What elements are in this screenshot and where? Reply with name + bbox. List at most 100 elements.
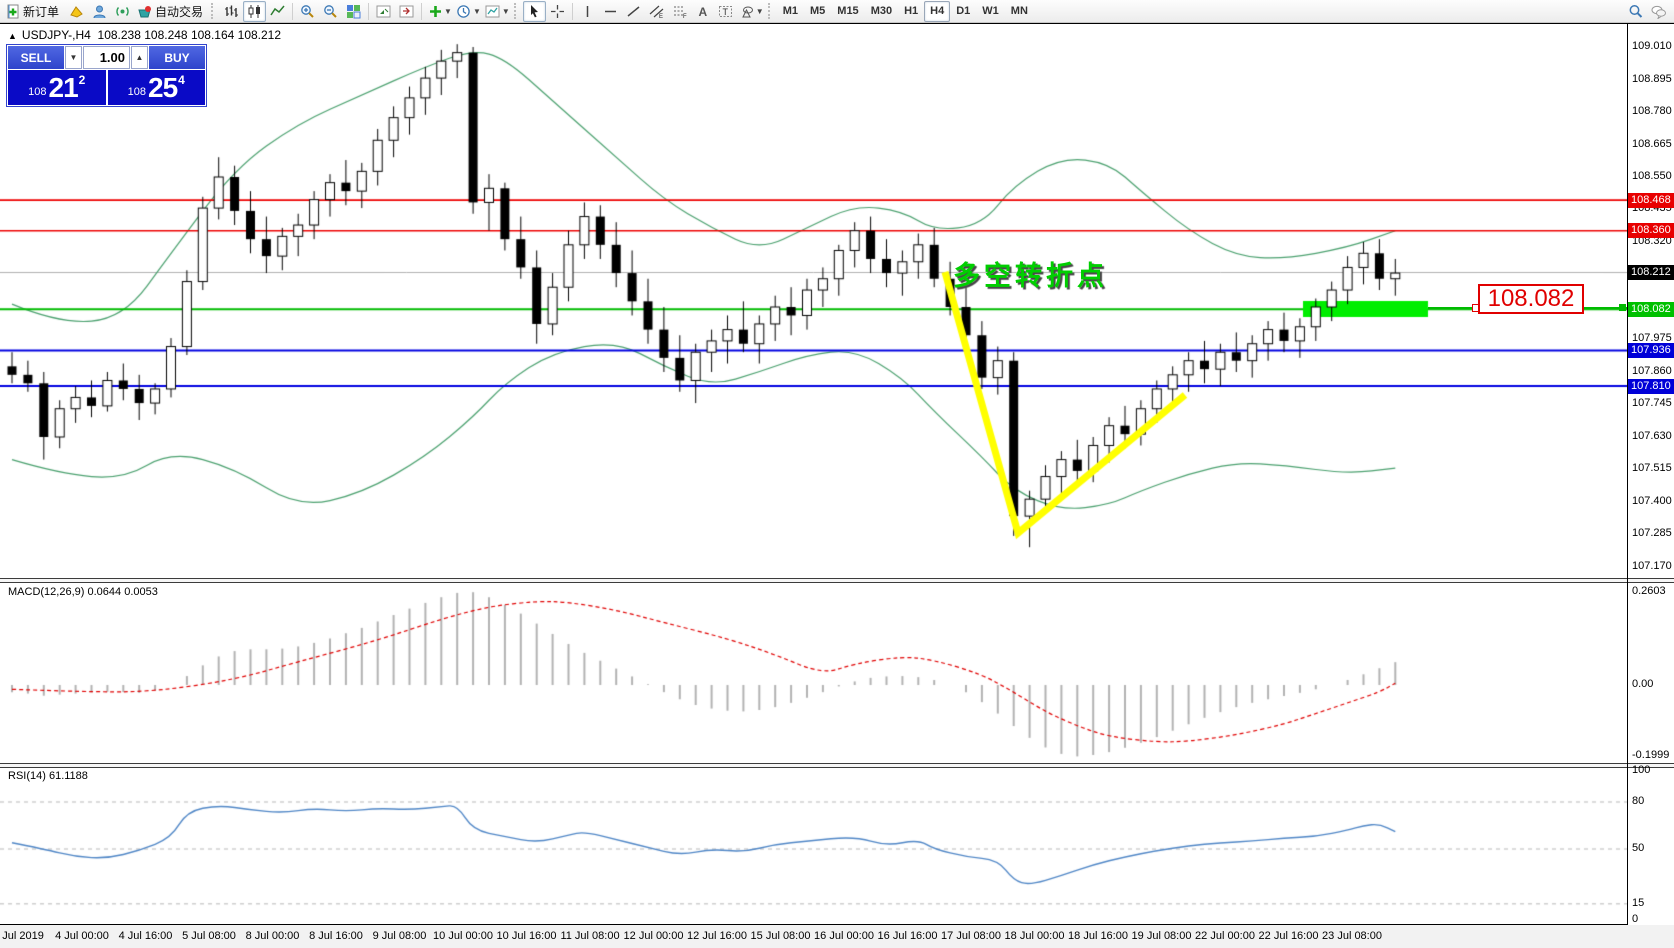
vertical-line-button[interactable] [576,1,599,22]
sell-price-big: 21 [48,71,79,103]
time-tick-label: 18 Jul 16:00 [1068,930,1128,942]
timeframe-h1-button[interactable]: H1 [904,5,919,17]
timeframe-m15-button[interactable]: M15 [837,5,859,17]
pivot-price-callout[interactable]: 108.082 [1478,284,1584,314]
one-click-trading-panel: SELL ▼ 1.00 ▲ BUY 108 21 2 108 25 4 [6,44,207,107]
auto-scroll-icon [376,3,392,19]
templates-button[interactable]: ▼ [483,1,512,22]
main-toolbar: 新订单 自动交易 ▼ ▼ ▼ E F A T ▼ M1 M5 M15 M30 H1 H4 D1 W1 MN [0,0,1674,23]
chat-button[interactable] [1647,1,1670,22]
chart-shift-icon [399,3,415,19]
svg-text:E: E [659,14,663,19]
price-tick-label: 107.515 [1632,462,1672,475]
time-tick-label: 3 Jul 2019 [0,930,44,942]
price-tick-label: 107.975 [1632,332,1672,345]
sell-button[interactable]: SELL [8,46,64,69]
time-tick-label: 4 Jul 00:00 [55,930,109,942]
time-tick-label: 15 Jul 08:00 [750,930,811,942]
sell-price-pip: 2 [78,72,86,87]
pane-splitter-macd[interactable] [0,578,1674,583]
equidistant-channel-button[interactable]: E [645,1,668,22]
time-tick-label: 22 Jul 00:00 [1195,930,1255,942]
macd-signal-value: 0.0053 [124,586,158,598]
timeframe-m5-button[interactable]: M5 [810,5,826,17]
support-level-label: 107.936 [1628,343,1674,359]
timeframe-m1-button[interactable]: M1 [782,5,798,17]
volume-increase-button[interactable]: ▲ [131,46,148,69]
time-tick-label: 10 Jul 00:00 [433,930,493,942]
symbol-period: USDJPY-,H4 [21,28,91,42]
time-axis[interactable]: 3 Jul 2019 4 Jul 00:00 4 Jul 16:00 5 Jul 08… [0,925,1674,948]
profiles-button[interactable] [88,1,111,22]
line-chart-icon [270,3,286,19]
zoom-in-button[interactable] [296,1,319,22]
cursor-icon [526,3,542,19]
price-axis-border [1627,23,1628,925]
turning-point-annotation: 多空转折点 [953,261,1108,291]
price-tick-label: 107.285 [1632,527,1672,540]
timeframe-w1-button[interactable]: W1 [982,5,999,17]
indicators-button[interactable]: ▼ [425,1,454,22]
chart-shift-button[interactable] [395,1,418,22]
time-tick-label: 17 Jul 08:00 [941,930,1001,942]
signals-button[interactable] [111,1,134,22]
auto-scroll-button[interactable] [372,1,395,22]
buy-price-button[interactable]: 108 25 4 [107,70,205,105]
periods-icon [456,3,472,19]
line-chart-button[interactable] [266,1,289,22]
time-tick-label: 4 Jul 16:00 [118,930,173,942]
zoom-in-icon [300,3,316,19]
main-chart-canvas[interactable] [0,24,1627,579]
new-order-button[interactable]: 新订单 [2,1,65,22]
time-tick-label: 19 Jul 08:00 [1131,930,1192,942]
auto-trading-button-label: 自动交易 [155,4,204,19]
bar-chart-button[interactable] [220,1,243,22]
price-tick-label: 109.010 [1632,40,1672,52]
rsi-pane-canvas[interactable] [0,768,1627,924]
fibonacci-button[interactable]: F [668,1,691,22]
trendline-button[interactable] [622,1,645,22]
macd-pane-canvas[interactable] [0,583,1627,763]
tile-windows-icon [346,3,362,19]
collapse-arrow-icon[interactable]: ▲ [8,31,17,41]
history-center-button[interactable] [65,1,88,22]
timeframe-m30-button[interactable]: M30 [870,5,893,17]
zoom-out-button[interactable] [319,1,342,22]
cursor-button[interactable] [522,0,546,22]
new-order-icon [4,3,20,19]
text-button[interactable]: A [691,1,714,22]
toolbar-separator [368,2,370,20]
chart-bottom-border [0,924,1627,925]
buy-button[interactable]: BUY [149,46,205,69]
tile-windows-button[interactable] [342,1,365,22]
rsi-tick-label: 15 [1632,896,1645,909]
shapes-button[interactable]: ▼ [737,1,766,22]
price-tick-label: 108.895 [1632,72,1672,85]
volume-input[interactable]: 1.00 [83,46,130,69]
toolbar-grip [211,3,216,19]
candlestick-chart-button[interactable] [243,0,267,22]
toolbar-separator [292,2,294,20]
horizontal-line-button[interactable] [599,1,622,22]
volume-decrease-button[interactable]: ▼ [65,46,82,69]
label-t-icon: T [717,3,733,19]
pivot-axis-square [1619,304,1626,311]
toolbar-grip [513,3,519,19]
price-tick-label: 108.665 [1632,137,1672,150]
history-center-icon [69,3,85,19]
pane-splitter-rsi[interactable] [0,763,1674,768]
price-tick-label: 107.170 [1632,559,1672,572]
sell-price-button[interactable]: 108 21 2 [8,70,106,105]
crosshair-button[interactable] [546,1,569,22]
templates-icon [485,3,501,19]
vline-icon [579,3,595,19]
search-button[interactable] [1624,1,1647,22]
periods-button[interactable]: ▼ [454,1,483,22]
chart-title: ▲ USDJPY-,H4 108.238 108.248 108.164 108.… [8,28,281,42]
timeframe-d1-button[interactable]: D1 [956,5,971,17]
rsi-name: RSI(14) [8,770,46,782]
auto-trading-button[interactable]: 自动交易 [134,1,209,22]
text-label-button[interactable]: T [714,1,737,22]
timeframe-h4-button[interactable]: H4 [924,0,951,22]
timeframe-mn-button[interactable]: MN [1010,5,1028,17]
